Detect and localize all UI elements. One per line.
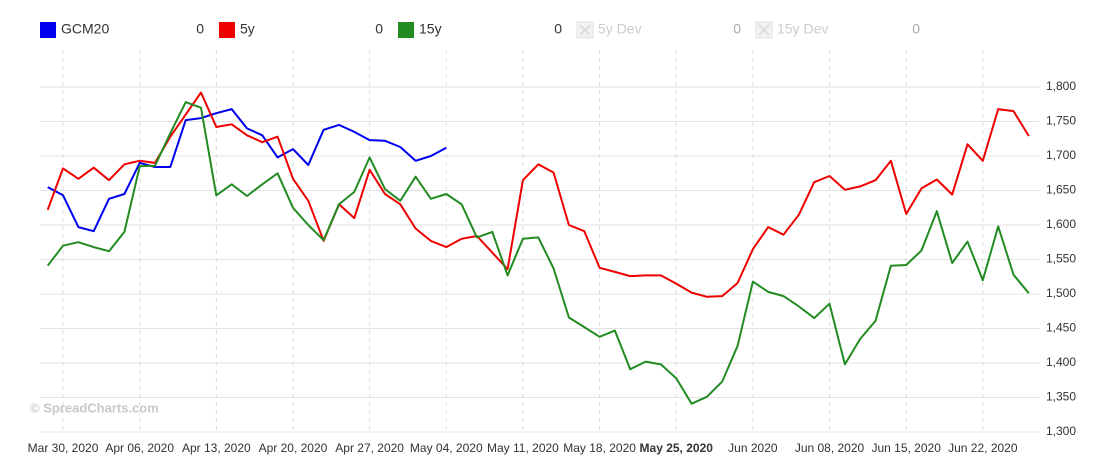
- y-tick-label: 1,700: [1046, 148, 1076, 162]
- y-tick-label: 1,400: [1046, 355, 1076, 369]
- legend-value: 0: [733, 21, 741, 37]
- x-tick-label: Jun 15, 2020: [871, 441, 941, 455]
- x-tick-label: Jun 2020: [728, 441, 778, 455]
- x-tick-label: May 04, 2020: [410, 441, 483, 455]
- y-tick-label: 1,350: [1046, 390, 1076, 404]
- series-line: [47, 108, 447, 233]
- legend-item[interactable]: 5y Dev 0: [576, 21, 741, 39]
- watermark: © SpreadCharts.com: [30, 400, 159, 415]
- legend-label: 5y: [240, 21, 255, 37]
- legend-value: 0: [196, 21, 204, 37]
- x-tick-label: May 18, 2020: [563, 441, 636, 455]
- plot-lines: [46, 91, 1030, 405]
- series-line: [46, 101, 1030, 405]
- x-tick-label: May 11, 2020: [487, 441, 559, 455]
- legend-swatch-cross: [579, 24, 591, 36]
- x-tick-label: Apr 20, 2020: [259, 441, 328, 455]
- y-tick-label: 1,450: [1046, 321, 1076, 335]
- legend-item[interactable]: 15y 0: [398, 21, 562, 38]
- legend-value: 0: [554, 21, 562, 37]
- x-tick-label: Mar 30, 2020: [28, 441, 99, 455]
- y-tick-label: 1,750: [1046, 114, 1076, 128]
- x-tick-label: Apr 06, 2020: [105, 441, 174, 455]
- x-tick-label: Jun 08, 2020: [795, 441, 865, 455]
- y-tick-label: 1,300: [1046, 424, 1076, 438]
- legend-item[interactable]: 15y Dev 0: [755, 21, 920, 39]
- legend-swatch-cross: [758, 24, 770, 36]
- y-tick-label: 1,550: [1046, 252, 1076, 266]
- legend-swatch: [398, 22, 414, 38]
- legend-label: 15y Dev: [777, 21, 828, 37]
- legend-swatch: [40, 22, 56, 38]
- series-line: [46, 91, 1030, 298]
- legend-item[interactable]: 5y 0: [219, 21, 383, 38]
- legend-value: 0: [375, 21, 383, 37]
- x-tick-label: Apr 27, 2020: [335, 441, 404, 455]
- y-tick-label: 1,500: [1046, 286, 1076, 300]
- legend-swatch: [219, 22, 235, 38]
- legend-item[interactable]: GCM20 0: [40, 21, 204, 38]
- x-tick-label: Jun 22, 2020: [948, 441, 1018, 455]
- legend-label: GCM20: [61, 21, 109, 37]
- legend-label: 5y Dev: [598, 21, 642, 37]
- legend-value: 0: [912, 21, 920, 37]
- legend-label: 15y: [419, 21, 442, 37]
- y-tick-label: 1,650: [1046, 183, 1076, 197]
- y-tick-label: 1,600: [1046, 217, 1076, 231]
- y-tick-label: 1,800: [1046, 79, 1076, 93]
- x-tick-label: May 25, 2020: [640, 441, 714, 455]
- x-tick-label: Apr 13, 2020: [182, 441, 251, 455]
